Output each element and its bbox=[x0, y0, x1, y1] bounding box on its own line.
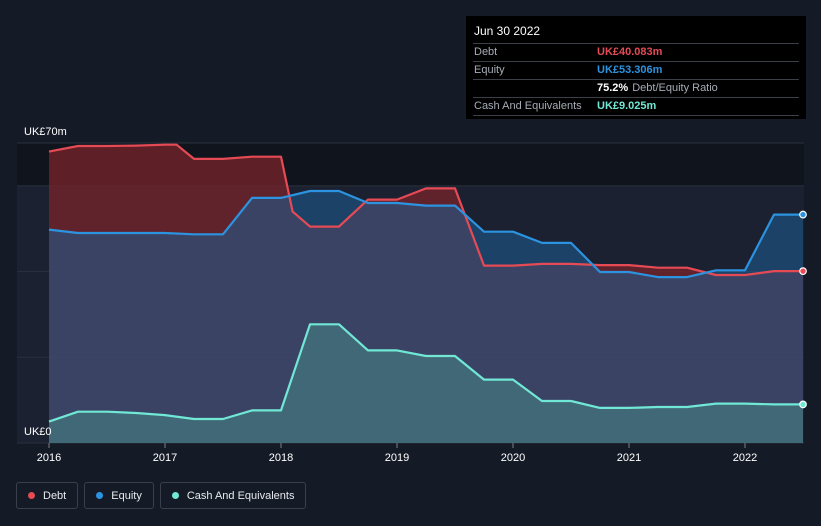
tooltip-date: Jun 30 2022 bbox=[473, 16, 799, 44]
legend-equity-label: Equity bbox=[111, 489, 142, 502]
series-end-marker-cash bbox=[799, 400, 807, 409]
x-tick-label: 2017 bbox=[153, 452, 177, 464]
tooltip-ratio-label bbox=[473, 80, 597, 97]
legend: Debt Equity Cash And Equivalents bbox=[16, 482, 307, 509]
legend-cash-dot bbox=[171, 492, 179, 499]
series-end-marker-equity bbox=[799, 210, 807, 219]
tooltip-debt-value: UK£40.083m bbox=[597, 46, 663, 58]
tooltip-row-equity: Equity UK£53.306m bbox=[473, 62, 799, 80]
series-line-debt bbox=[48, 143, 803, 277]
tooltip-row-debt: Debt UK£40.083m bbox=[473, 44, 799, 62]
legend-item-debt[interactable]: Debt bbox=[16, 482, 79, 509]
tooltip-cash-label: Cash And Equivalents bbox=[474, 100, 582, 112]
series-area-equity bbox=[49, 191, 803, 443]
legend-debt-dot bbox=[28, 492, 35, 499]
x-tick-label: 2018 bbox=[269, 452, 293, 464]
legend-item-cash[interactable]: Cash And Equivalents bbox=[159, 482, 307, 509]
tooltip-row-cash: Cash And Equivalents UK£9.025m bbox=[473, 98, 799, 116]
legend-cash-label: Cash And Equivalents bbox=[186, 489, 295, 502]
tooltip: Jun 30 2022 Debt UK£40.083m Equity UK£53… bbox=[466, 16, 806, 119]
legend-debt-label: Debt bbox=[43, 489, 67, 502]
legend-equity-dot bbox=[96, 492, 104, 499]
series-area-cash bbox=[49, 324, 803, 443]
x-tick-label: 2019 bbox=[385, 452, 409, 464]
x-tick-label: 2022 bbox=[733, 452, 757, 464]
series-end-marker-debt bbox=[799, 267, 807, 276]
legend-item-equity[interactable]: Equity bbox=[84, 482, 154, 509]
series-line-equity bbox=[48, 189, 803, 279]
x-tick-label: 2020 bbox=[501, 452, 525, 464]
x-tick-label: 2021 bbox=[617, 452, 641, 464]
tooltip-equity-label: Equity bbox=[474, 64, 505, 76]
tooltip-debt-label: Debt bbox=[474, 46, 498, 58]
y-axis-label-top: UK£70m bbox=[24, 126, 67, 138]
series-line-cash bbox=[48, 323, 803, 423]
tooltip-ratio-suffix: Debt/Equity Ratio bbox=[632, 82, 718, 94]
tooltip-equity-value: UK£53.306m bbox=[597, 64, 663, 76]
tooltip-row-ratio: 75.2% Debt/Equity Ratio bbox=[473, 80, 799, 98]
tooltip-ratio-value: 75.2% bbox=[597, 82, 629, 94]
x-tick-label: 2016 bbox=[37, 452, 61, 464]
y-axis-label-bottom: UK£0 bbox=[24, 426, 52, 438]
tooltip-cash-value: UK£9.025m bbox=[597, 100, 657, 112]
